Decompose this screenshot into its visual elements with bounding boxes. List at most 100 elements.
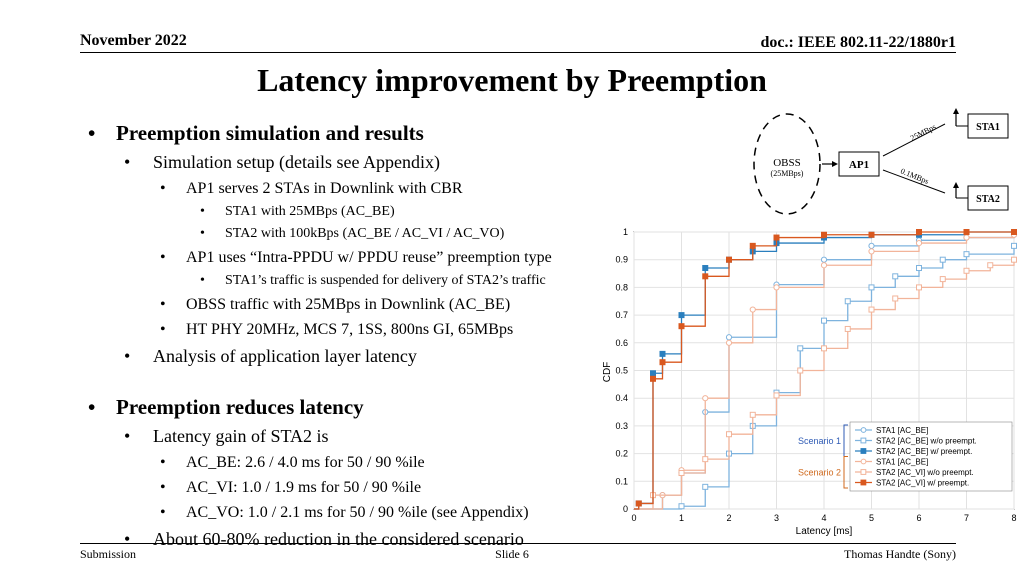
bullet-item-level-1: • About 60-80% reduction in the considere… (88, 525, 608, 553)
series-point-0 (820, 256, 828, 263)
bullet-marker-icon: • (200, 273, 205, 288)
bullet-item-level-1: • Simulation setup (details see Appendix) (88, 148, 608, 176)
bullet-text: STA1 with 25MBps (AC_BE) (225, 204, 395, 219)
x-tick-label: 2 (726, 513, 731, 523)
link-sta2-rate: 0.1MBps (899, 167, 930, 186)
legend-label-0: STA1 [AC_BE] (876, 426, 928, 435)
series-point-1 (844, 298, 851, 305)
x-tick-label: 0 (631, 513, 636, 523)
network-diagram: OBSS (25MBps) AP1 25MBps 0.1MBps STA1 ST… (753, 108, 1009, 215)
series-point-4 (1011, 256, 1017, 263)
legend-label-3: STA1 [AC_BE] (876, 458, 928, 467)
series-point-5 (702, 273, 709, 280)
series-point-2 (702, 265, 709, 272)
chart-ticks: 0 1 2 3 4 5 6 7 8 0 0.1 0.2 0.3 0.4 0.5 0.6 0.7 0.8 0.9 1 (615, 227, 1016, 523)
obss-rate: (25MBps) (771, 169, 804, 178)
series-point-5 (678, 323, 685, 330)
series-point-1 (916, 265, 922, 272)
sta1-label: STA1 (976, 122, 1000, 133)
series-point-5 (868, 231, 875, 238)
bullet-item-level-3: • STA2 with 100kBps (AC_BE / AC_VI / AC_V… (88, 223, 608, 245)
series-point-5 (726, 256, 732, 263)
bullet-spacer (88, 370, 608, 392)
bullet-text: OBSS traffic with 25MBps in Downlink (AC… (186, 296, 511, 313)
chart-legend: STA1 [AC_BE] STA2 [AC_BE] w/o preempt. STA… (798, 421, 1013, 492)
bullet-text: Latency gain of STA2 is (153, 426, 329, 446)
series-point-2 (659, 350, 666, 357)
bullet-marker-icon: • (160, 504, 166, 521)
bullet-marker-icon: • (160, 321, 166, 338)
series-point-0 (725, 334, 733, 341)
legend-marker-5 (860, 479, 867, 486)
series-point-1 (797, 345, 804, 352)
obss-label: OBSS (773, 157, 801, 169)
bullet-text: AC_BE: 2.6 / 4.0 ms for 50 / 90 %ile (186, 454, 425, 471)
series-point-3 (702, 395, 709, 402)
series-point-5 (659, 359, 666, 366)
series-point-5 (821, 231, 827, 238)
legend-marker-0 (860, 427, 867, 433)
series-point-4 (844, 325, 851, 332)
bullet-text: Analysis of application layer latency (153, 346, 417, 366)
series-point-1 (821, 317, 827, 324)
y-tick-label: 0.3 (615, 421, 628, 431)
series-point-0 (868, 242, 875, 249)
header-divider (80, 52, 956, 53)
series-point-1 (892, 273, 899, 280)
series-point-5 (916, 229, 922, 235)
bullet-item-level-0: • Preemption simulation and results (88, 118, 608, 148)
group-label-0: Scenario 1 (798, 436, 841, 446)
bullet-text: Preemption reduces latency (116, 395, 364, 419)
series-point-5 (749, 242, 756, 249)
x-tick-label: 3 (774, 513, 779, 523)
series-line-5 (634, 231, 1014, 510)
series-point-5 (773, 234, 780, 241)
series-point-4 (726, 431, 732, 438)
legend-marker-4 (860, 469, 867, 475)
x-axis-label: Latency [ms] (796, 526, 853, 537)
series-point-4 (939, 276, 946, 283)
series-point-5 (1011, 229, 1017, 235)
series-point-1 (868, 284, 875, 291)
legend-box (849, 421, 1013, 492)
series-point-2 (650, 370, 656, 377)
bullet-text: HT PHY 20MHz, MCS 7, 1SS, 800ns GI, 65MB… (186, 321, 514, 338)
sta1-box (967, 113, 1009, 139)
y-tick-label: 0.4 (615, 393, 628, 403)
series-point-1 (678, 503, 685, 510)
series-point-4 (892, 295, 899, 302)
x-tick-label: 8 (1011, 513, 1016, 523)
slide-title: Latency improvement by Preemption (257, 62, 767, 98)
series-point-4 (987, 262, 994, 269)
bullet-list: • Preemption simulation and results • Simul… (88, 118, 608, 553)
bullet-item-level-3: • STA1’s traffic is suspended for deliver… (88, 270, 608, 292)
bullet-text: AC_VI: 1.0 / 1.9 ms for 50 / 90 %ile (186, 479, 422, 496)
legend-marker-3 (860, 458, 867, 465)
series-point-4 (821, 345, 827, 352)
series-point-4 (797, 367, 804, 374)
bullet-marker-icon: • (88, 395, 96, 419)
bullet-item-level-2: • AP1 uses “Intra-PPDU w/ PPDU reuse” pre… (88, 245, 608, 270)
legend-label-1: STA2 [AC_BE] w/o preempt. (876, 437, 977, 446)
link-sta1-rate: 25MBps (909, 122, 938, 143)
legend-marker-1 (860, 437, 867, 444)
y-tick-label: 0 (623, 504, 628, 514)
legend-label-5: STA2 [AC_VI] w/ preempt. (876, 479, 969, 488)
bullet-item-level-2: • AC_VO: 1.0 / 2.1 ms for 50 / 90 %ile (s… (88, 500, 608, 525)
bullet-marker-icon: • (160, 296, 166, 313)
series-point-1 (939, 256, 946, 263)
bullet-marker-icon: • (124, 152, 131, 172)
series-point-3 (915, 239, 923, 247)
bullet-marker-icon: • (160, 180, 166, 197)
series-point-5 (635, 500, 642, 507)
bullet-marker-icon: • (200, 226, 205, 241)
bullet-text: AC_VO: 1.0 / 2.1 ms for 50 / 90 %ile (se… (186, 504, 529, 521)
x-tick-label: 1 (679, 513, 684, 523)
bullet-marker-icon: • (88, 121, 96, 145)
bullet-marker-icon: • (124, 346, 131, 366)
series-point-4 (963, 267, 970, 274)
series-point-4 (773, 392, 780, 399)
link-ap-sta2 (882, 169, 946, 194)
y-tick-label: 0.6 (615, 338, 628, 348)
bullet-item-level-0: • Preemption reduces latency (88, 392, 608, 422)
